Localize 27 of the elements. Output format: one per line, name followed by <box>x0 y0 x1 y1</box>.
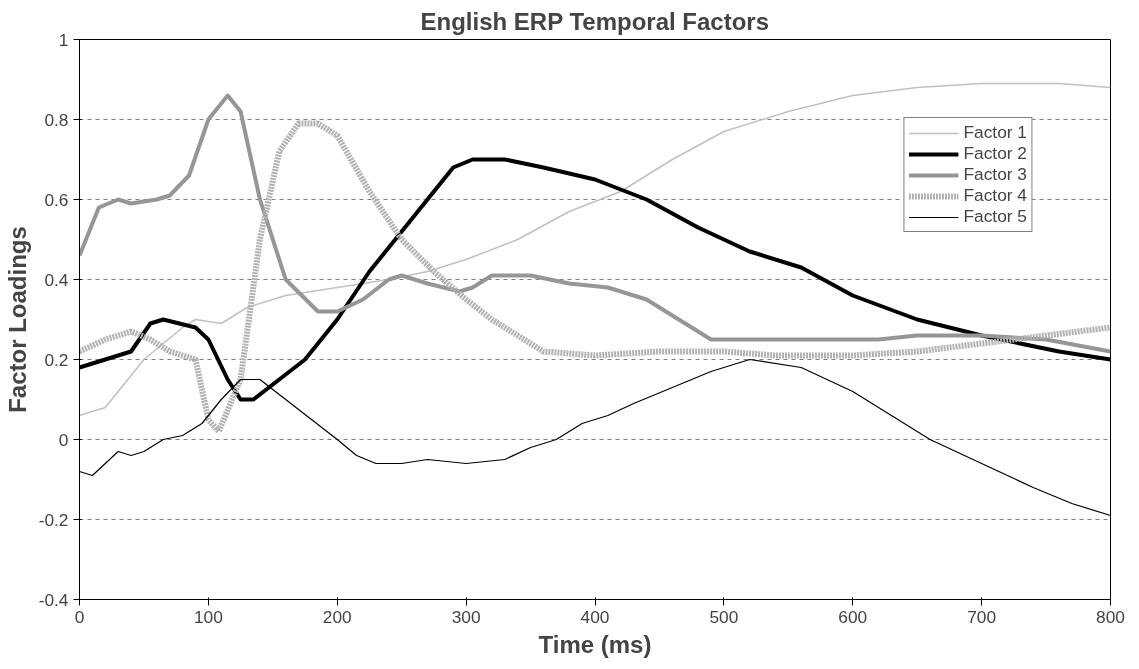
y-tick-label: 1 <box>58 29 69 50</box>
legend-label: Factor 4 <box>963 185 1027 206</box>
x-tick-label: 200 <box>322 606 352 627</box>
chart-title: English ERP Temporal Factors <box>420 7 770 35</box>
x-tick-label: 400 <box>580 606 610 627</box>
y-axis-title: Factor Loadings <box>3 226 31 413</box>
y-tick-label: -0.2 <box>38 509 69 530</box>
x-tick-label: 800 <box>1096 606 1125 627</box>
y-tick-label: 0.2 <box>44 349 69 370</box>
y-tick-label: 0.8 <box>44 109 69 130</box>
legend-label: Factor 2 <box>963 143 1027 164</box>
x-axis-title: Time (ms) <box>538 630 652 658</box>
x-tick-label: 100 <box>193 606 223 627</box>
line-series <box>79 93 1111 354</box>
y-tick-label: -0.4 <box>38 589 69 610</box>
x-tick-label: 700 <box>967 606 997 627</box>
legend-label: Factor 1 <box>963 122 1027 143</box>
x-tick-label: 600 <box>838 606 868 627</box>
x-tick-label: 500 <box>709 606 739 627</box>
x-tick-label: 300 <box>451 606 481 627</box>
x-tick-label: 0 <box>74 606 85 627</box>
y-tick-label: 0.4 <box>44 269 69 290</box>
y-tick-label: 0 <box>58 429 69 450</box>
legend-label: Factor 5 <box>963 206 1027 227</box>
line-series <box>79 82 1111 417</box>
legend-label: Factor 3 <box>963 164 1027 185</box>
y-tick-label: 0.6 <box>44 189 69 210</box>
